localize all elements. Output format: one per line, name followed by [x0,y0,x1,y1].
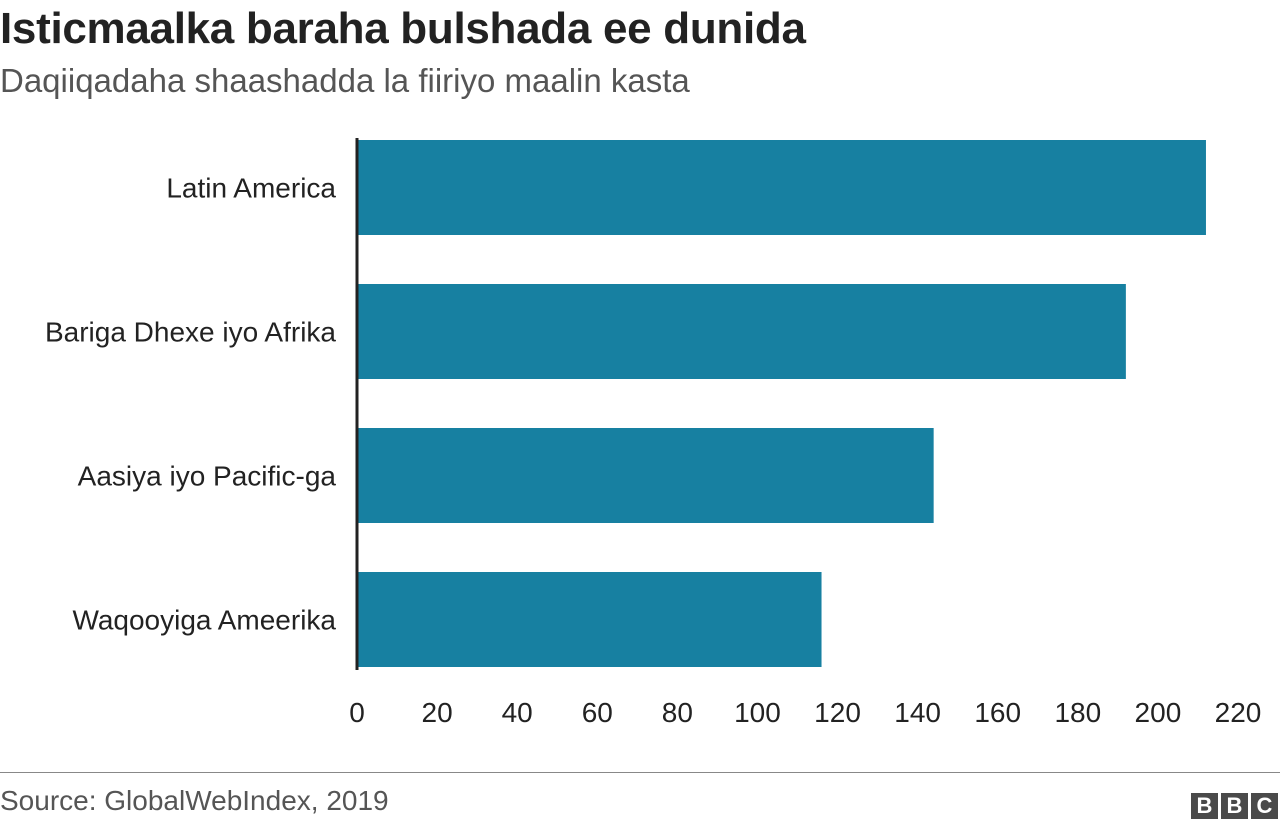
category-label: Aasiya iyo Pacific-ga [78,461,337,492]
x-tick-label: 180 [1054,697,1101,728]
chart-title: Isticmaalka baraha bulshada ee dunida [0,4,806,53]
category-label: Waqooyiga Ameerika [72,605,336,636]
x-tick-label: 220 [1215,697,1262,728]
bbc-logo: B B C [1191,793,1278,819]
x-tick-label: 40 [502,697,533,728]
logo-letter: B [1191,793,1218,819]
bar [357,572,822,667]
source-note: Source: GlobalWebIndex, 2019 [0,785,389,816]
x-tick-label: 20 [422,697,453,728]
x-tick-label: 100 [734,697,781,728]
bar [357,140,1206,235]
bar-chart: Latin America Bariga Dhexe iyo Afrika Aasi… [45,138,1262,728]
bar [357,428,934,523]
footer-divider [0,772,1280,773]
logo-letter: C [1251,793,1278,819]
x-tick-label: 160 [974,697,1021,728]
logo-letter: B [1221,793,1248,819]
bar [357,284,1126,379]
category-label: Latin America [166,173,336,204]
x-tick-label: 0 [349,697,365,728]
chart-subtitle: Daqiiqadaha shaashadda la fiiriyo maalin… [0,62,690,99]
x-tick-label: 120 [814,697,861,728]
category-label: Bariga Dhexe iyo Afrika [45,317,336,348]
x-tick-label: 60 [582,697,613,728]
x-tick-label: 200 [1135,697,1182,728]
x-tick-label: 140 [894,697,941,728]
x-tick-label: 80 [662,697,693,728]
